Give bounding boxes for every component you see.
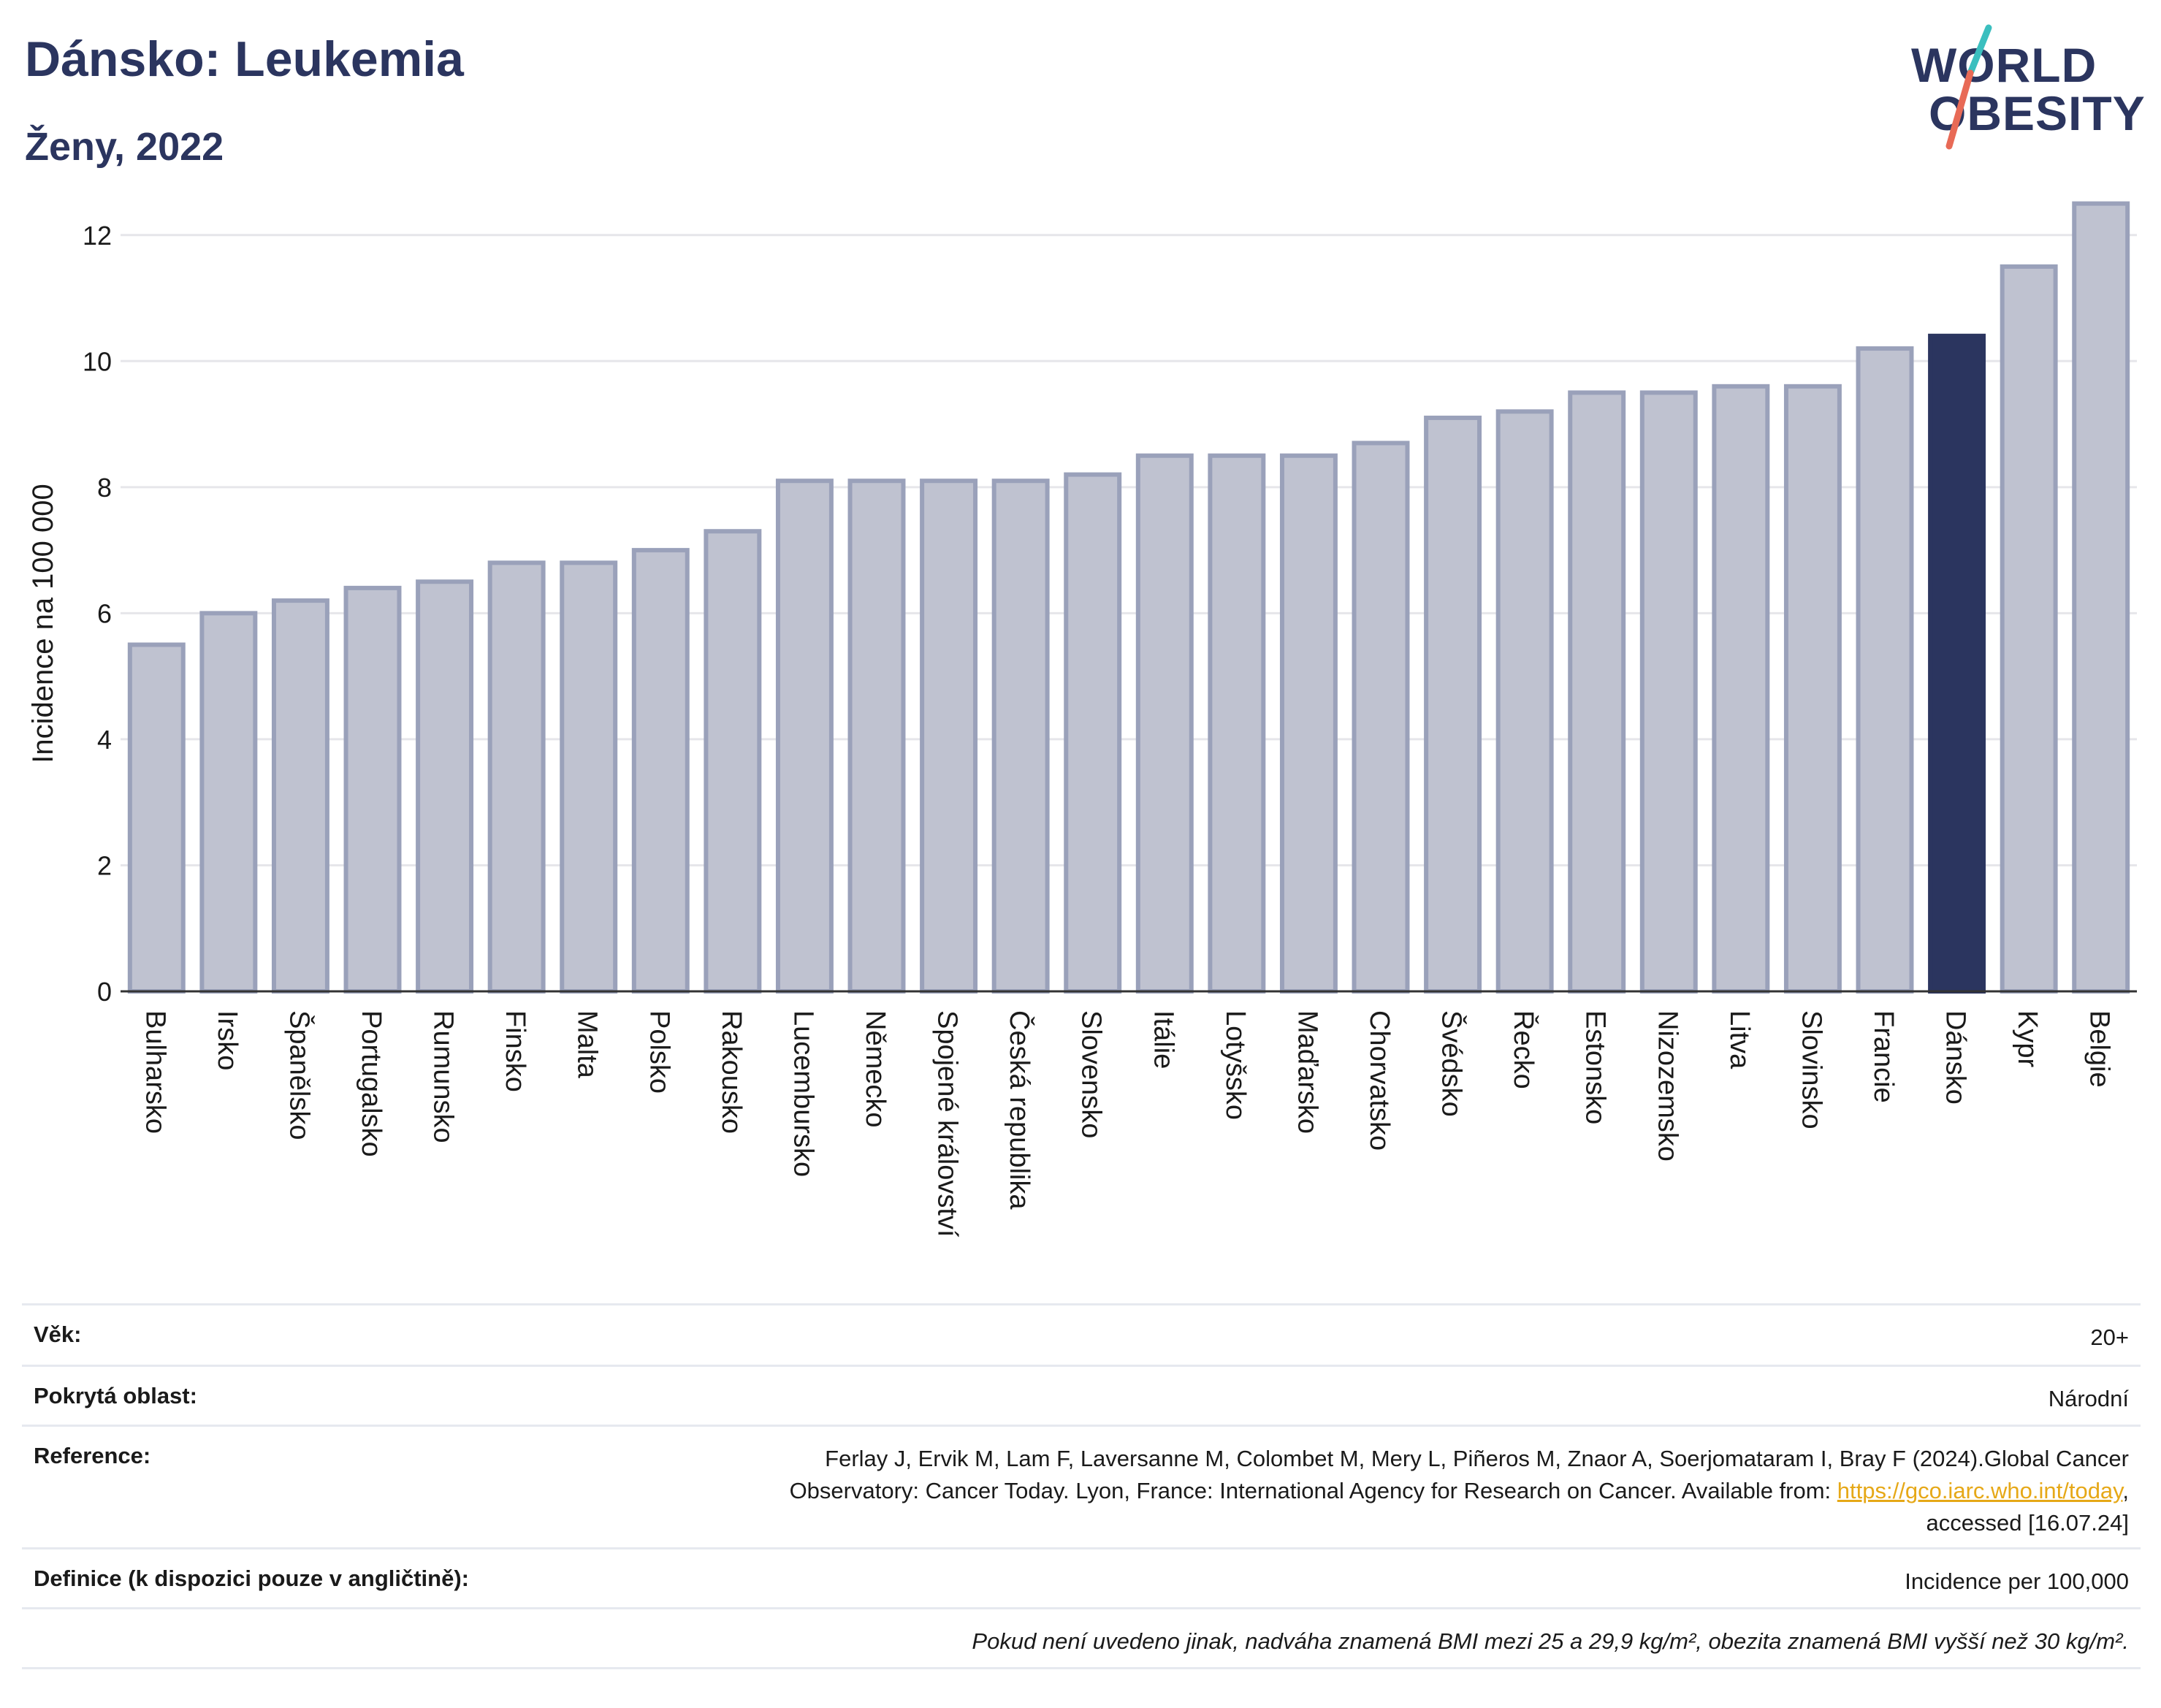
- bar: [560, 560, 618, 994]
- meta-age-label: Věk:: [34, 1322, 82, 1347]
- bar: [1279, 453, 1338, 994]
- x-tick-label: Kypr: [2012, 1010, 2043, 1067]
- bar: [1135, 453, 1194, 994]
- metadata-table: Věk: 20+ Pokrytá oblast: Národní Referen…: [22, 1303, 2141, 1669]
- meta-row-age: Věk: 20+: [22, 1305, 2141, 1367]
- x-tick-label: Slovinsko: [1796, 1010, 1826, 1129]
- x-tick-label: Finsko: [500, 1010, 530, 1092]
- x-tick-label: Rumunsko: [428, 1010, 459, 1143]
- bar: [2072, 201, 2130, 994]
- reference-line-3: accessed [16.07.24]: [1926, 1510, 2129, 1536]
- x-tick-label: Belgie: [2084, 1010, 2115, 1088]
- x-tick-label: Španělsko: [283, 1010, 316, 1140]
- x-tick-label: Nizozemsko: [1652, 1010, 1682, 1162]
- x-tick-label: Slovensko: [1076, 1010, 1107, 1138]
- world-obesity-logo: WORLD OBESITY: [1899, 22, 2148, 153]
- bar-highlight: [1928, 333, 1986, 994]
- meta-row-area: Pokrytá oblast: Národní: [22, 1367, 2141, 1427]
- x-tick-label: Irsko: [212, 1010, 243, 1070]
- reference-line-2: Observatory: Cancer Today. Lyon, France:…: [789, 1478, 1837, 1503]
- page-title: Dánsko: Leukemia: [25, 31, 464, 87]
- meta-row-reference: Reference: Ferlay J, Ervik M, Lam F, Lav…: [22, 1427, 2141, 1549]
- bar-chart: 0 2 4 6 8 10 12 Bulharsko Irsko Španělsko Portuga…: [27, 201, 2137, 1238]
- x-tick-label: Polsko: [644, 1010, 674, 1094]
- y-tick-label: 6: [97, 598, 112, 628]
- y-tick-label: 0: [97, 977, 112, 1007]
- bar: [2000, 264, 2058, 994]
- bar: [1783, 384, 1842, 994]
- bars-group: [127, 201, 2130, 994]
- bar: [127, 642, 186, 994]
- bar: [631, 548, 690, 994]
- x-tick-label: Francie: [1868, 1010, 1899, 1103]
- x-tick-label: Německo: [860, 1010, 891, 1128]
- meta-age-value: 20+: [2090, 1324, 2129, 1350]
- x-tick-label: Lotyšsko: [1220, 1010, 1251, 1120]
- meta-area-label: Pokrytá oblast:: [34, 1383, 197, 1408]
- bar: [487, 560, 546, 994]
- x-tick-label: Lucembursko: [788, 1010, 818, 1177]
- x-tick-label: Spojené království: [932, 1010, 963, 1238]
- x-tick-label: Malta: [572, 1010, 603, 1079]
- x-tick-label: Estonsko: [1580, 1010, 1611, 1124]
- y-tick-label: 4: [97, 725, 112, 755]
- meta-definition-label: Definice (k dispozici pouze v angličtině…: [34, 1566, 469, 1591]
- x-tick-label: Itálie: [1148, 1010, 1178, 1069]
- x-tick-label: Řecko: [1508, 1010, 1539, 1089]
- bar: [416, 579, 474, 994]
- bar: [920, 479, 978, 994]
- meta-definition-value: Incidence per 100,000: [1905, 1568, 2129, 1594]
- bar: [1712, 384, 1770, 994]
- bar: [1208, 453, 1266, 994]
- x-tick-label: Dánsko: [1940, 1010, 1971, 1105]
- bmi-note: Pokud není uvedeno jinak, nadváha znamen…: [972, 1628, 2129, 1654]
- meta-row-definition: Definice (k dispozici pouze v angličtině…: [22, 1549, 2141, 1609]
- bar: [1064, 472, 1122, 994]
- y-tick-label: 10: [83, 346, 112, 376]
- meta-area-value: Národní: [2048, 1386, 2129, 1411]
- bar: [199, 611, 258, 994]
- bar: [343, 585, 402, 994]
- meta-row-note: Pokud není uvedeno jinak, nadváha znamen…: [22, 1609, 2141, 1669]
- x-tick-label: Maďarsko: [1292, 1010, 1322, 1134]
- meta-reference-value: Ferlay J, Ervik M, Lam F, Laversanne M, …: [789, 1443, 2129, 1536]
- bar: [1856, 346, 1914, 994]
- y-tick-labels: 0 2 4 6 8 10 12: [83, 221, 112, 1007]
- x-tick-label: Švédsko: [1436, 1010, 1468, 1117]
- x-tick-label: Litva: [1724, 1010, 1755, 1070]
- x-tick-label: Chorvatsko: [1364, 1010, 1395, 1151]
- y-tick-label: 8: [97, 473, 112, 503]
- y-tick-label: 2: [97, 850, 112, 880]
- bar: [1495, 409, 1554, 994]
- x-tick-label: Česká republika: [1004, 1010, 1036, 1210]
- x-tick-label: Portugalsko: [356, 1010, 386, 1157]
- x-tick-label: Bulharsko: [140, 1010, 170, 1134]
- reference-line-1: Ferlay J, Ervik M, Lam F, Laversanne M, …: [825, 1446, 2129, 1471]
- meta-reference-label: Reference:: [34, 1443, 151, 1468]
- bar: [775, 479, 834, 994]
- x-tick-labels: Bulharsko Irsko Španělsko Portugalsko Rumuns…: [140, 1010, 2114, 1238]
- reference-line-2-end: ,: [2122, 1478, 2129, 1503]
- logo-text-world: WORLD: [1911, 38, 2097, 92]
- reference-link[interactable]: https://gco.iarc.who.int/today: [1837, 1478, 2123, 1503]
- y-axis-label: Incidence na 100 000: [27, 484, 59, 763]
- y-tick-label: 12: [83, 221, 112, 251]
- bar: [271, 598, 329, 994]
- bar: [704, 529, 762, 994]
- bar: [1424, 415, 1482, 994]
- logo-slash-icon: [1945, 24, 1992, 150]
- bar: [991, 479, 1050, 994]
- bar: [1639, 390, 1698, 994]
- bar: [1352, 441, 1410, 994]
- bar: [1568, 390, 1626, 994]
- bar: [847, 479, 906, 994]
- x-tick-label: Rakousko: [716, 1010, 747, 1134]
- page-subtitle: Ženy, 2022: [25, 125, 224, 169]
